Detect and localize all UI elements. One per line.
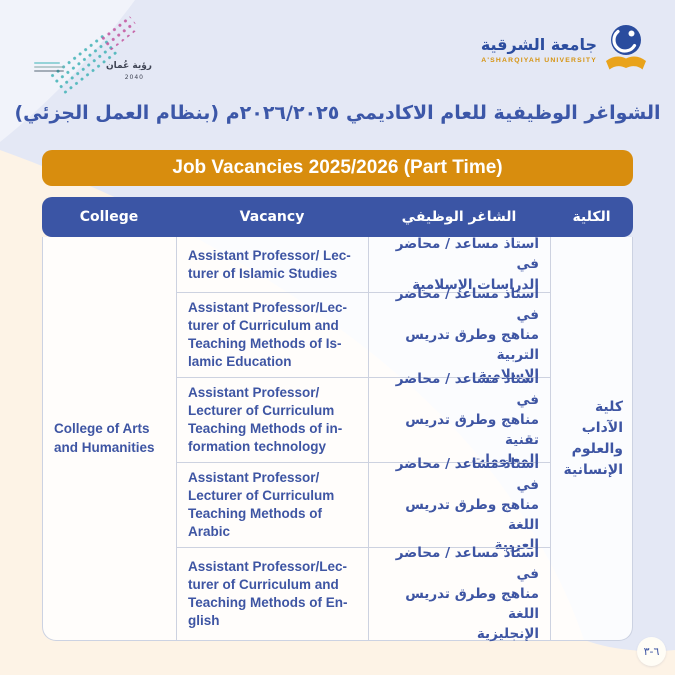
college-name-arabic: كلية الآداب والعلوم الإنسانية: [563, 398, 623, 478]
banner-job-vacancies: Job Vacancies 2025/2026 (Part Time): [42, 150, 633, 186]
vacancies-table: College of Arts and Humanities Assistant…: [42, 236, 633, 642]
page-number-badge: ٦-٣: [637, 637, 666, 666]
college-name-english: College of Arts and Humanities: [54, 421, 155, 455]
vacancy-ar-row3: أستاذ مساعد / محاضر في مناهج وطرق تدريس …: [368, 371, 550, 468]
university-name-arabic: جامعة الشرقية: [480, 35, 597, 55]
table-header-row: College Vacancy الشاغر الوظيفي الكلية: [42, 197, 633, 237]
vacancy-en-row5: Assistant Professor/Lec- turer of Curric…: [176, 547, 368, 640]
header-vacancy-en: Vacancy: [239, 209, 305, 225]
vacancy-en-row3: Assistant Professor/ Lecturer of Curricu…: [176, 377, 368, 462]
vacancy-ar-row1: أستاذ مساعد / محاضر في الدراسات الإسلامي…: [368, 236, 550, 293]
university-logo-text: جامعة الشرقية A'SHARQIYAH UNIVERSITY: [480, 35, 597, 64]
university-emblem-icon: [606, 25, 646, 70]
vacancy-ar-row5: أستاذ مساعد / محاضر في مناهج وطرق تدريس …: [368, 545, 550, 642]
page-title-arabic: الشواغر الوظيفية للعام الاكاديمي ٢٠٢٦/٢٠…: [14, 102, 661, 124]
vacancy-ar-row4: أستاذ مساعد / محاضر في مناهج وطرق تدريس …: [368, 456, 550, 553]
header-college-en: College: [79, 209, 139, 225]
college-name-english-cell: College of Arts and Humanities: [43, 237, 176, 640]
vacancy-ar-row2: أستاذ مساعد / محاضر في مناهج وطرق تدريس …: [368, 286, 550, 383]
vacancy-en-row2: Assistant Professor/Lec- turer of Curric…: [176, 292, 368, 377]
university-name-english: A'SHARQIYAH UNIVERSITY: [481, 56, 597, 64]
college-name-arabic-cell: كلية الآداب والعلوم الإنسانية: [550, 237, 632, 640]
oman-vision-2040-logo: رؤية عُمان 2040: [34, 14, 152, 96]
vacancy-en-row1: Assistant Professor/ Lec- turer of Islam…: [176, 237, 368, 292]
vision-logo-year: 2040: [124, 74, 144, 81]
vision-tagline-lines: [34, 62, 64, 72]
header-vacancy-ar: الشاغر الوظيفي: [401, 209, 517, 225]
header-college-ar: الكلية: [572, 209, 611, 225]
vacancy-en-row4: Assistant Professor/ Lecturer of Curricu…: [176, 462, 368, 547]
vision-logo-label: رؤية عُمان: [106, 61, 152, 72]
university-logo: جامعة الشرقية A'SHARQIYAH UNIVERSITY: [481, 24, 647, 76]
